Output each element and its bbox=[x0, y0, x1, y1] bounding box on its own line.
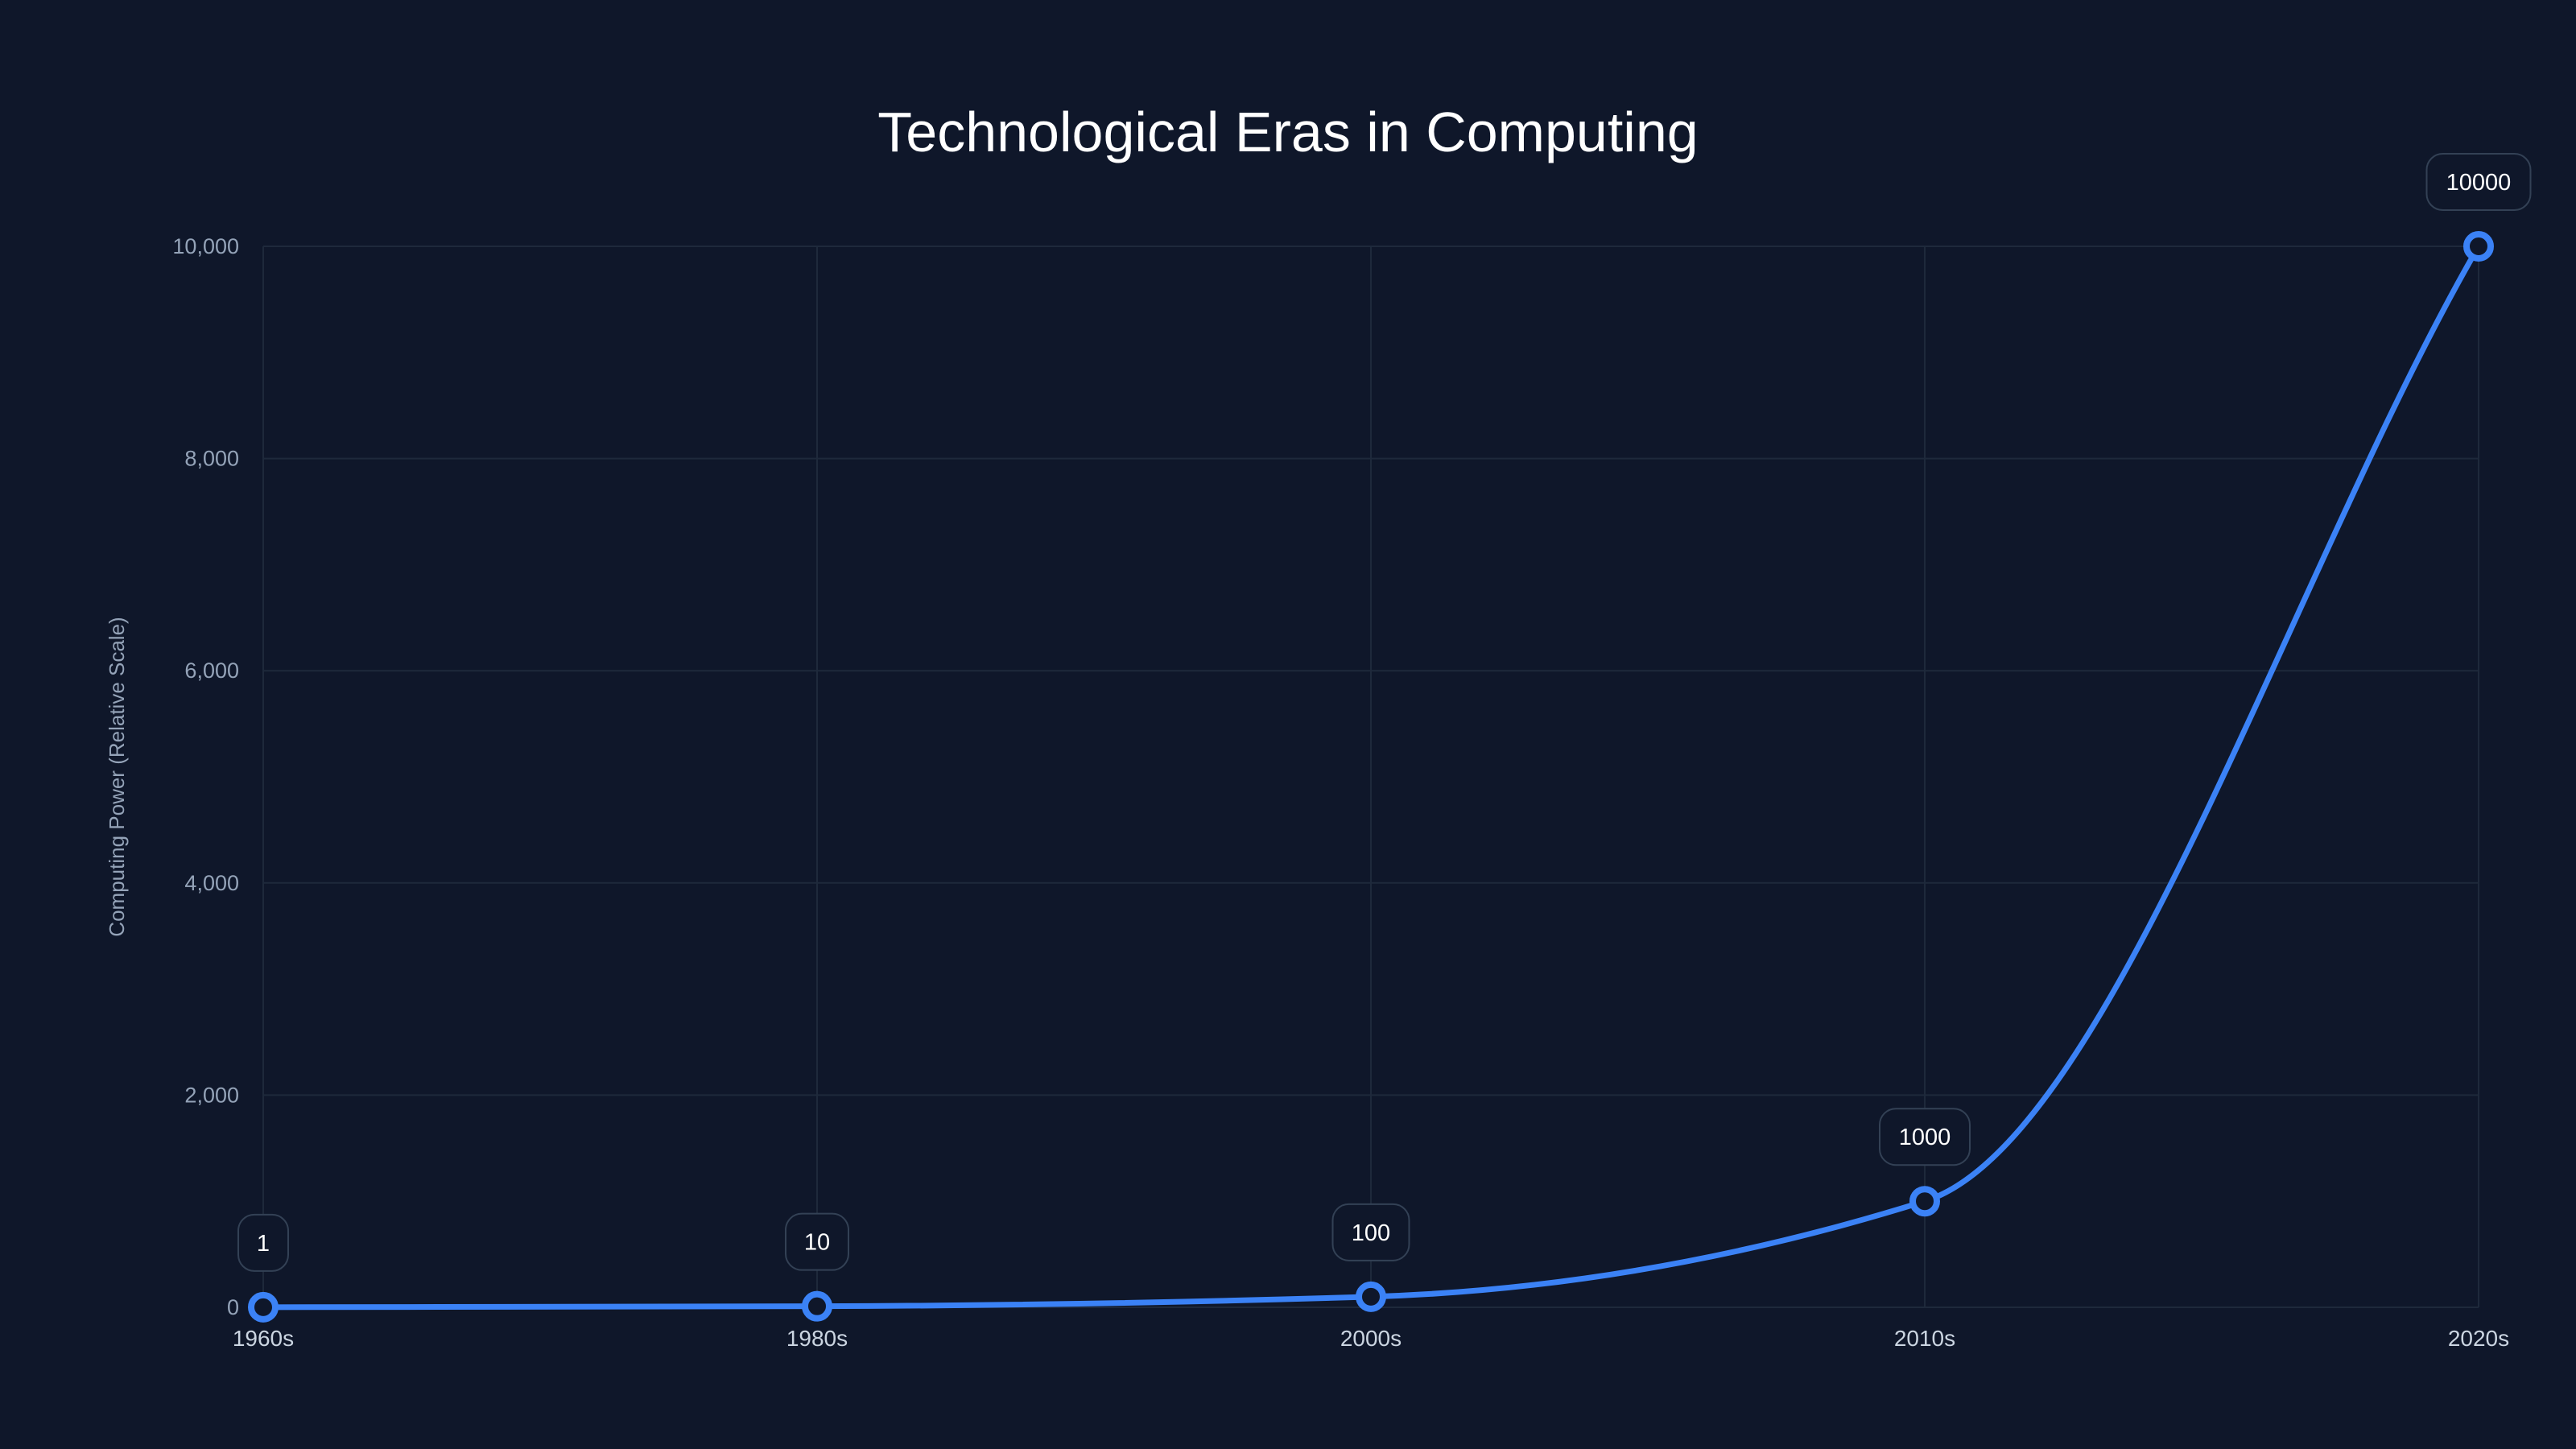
data-label-text: 100 bbox=[1352, 1220, 1390, 1246]
data-label-text: 1000 bbox=[1899, 1125, 1951, 1150]
data-label: 10000 bbox=[2425, 153, 2532, 211]
y-tick-label: 2,000 bbox=[184, 1083, 239, 1107]
x-tick-label: 1960s bbox=[233, 1326, 294, 1351]
data-point bbox=[2463, 231, 2494, 262]
data-points bbox=[248, 231, 2494, 1323]
y-tick-label: 8,000 bbox=[184, 447, 239, 471]
y-tick-label: 0 bbox=[227, 1295, 239, 1319]
x-tick-label: 2010s bbox=[1894, 1326, 1955, 1351]
data-label-box bbox=[1331, 1203, 1410, 1261]
data-label-text: 10000 bbox=[2446, 170, 2512, 196]
data-label-text: 10 bbox=[804, 1230, 830, 1256]
data-label-text: 1 bbox=[257, 1231, 270, 1257]
data-point bbox=[802, 1290, 832, 1322]
data-label: 10 bbox=[785, 1212, 849, 1271]
data-label-box bbox=[237, 1213, 289, 1272]
y-axis-label: Computing Power (Relative Scale) bbox=[105, 617, 129, 936]
data-point bbox=[1909, 1186, 1940, 1217]
data-label-box bbox=[2425, 153, 2532, 211]
data-point bbox=[248, 1291, 279, 1323]
x-tick-label: 1980s bbox=[786, 1326, 848, 1351]
data-point bbox=[1356, 1281, 1386, 1312]
data-label: 1000 bbox=[1879, 1108, 1971, 1166]
grid bbox=[262, 246, 2479, 1308]
x-ticks: 1960s 1980s 2000s 2010s 2020s bbox=[233, 1326, 2509, 1351]
data-label-box bbox=[1879, 1108, 1971, 1166]
x-tick-label: 2020s bbox=[2448, 1326, 2509, 1351]
y-ticks: 0 2,000 4,000 6,000 8,000 10,000 bbox=[172, 234, 239, 1319]
data-label: 1 bbox=[237, 1213, 289, 1272]
data-label: 100 bbox=[1331, 1203, 1410, 1261]
data-label-box bbox=[785, 1212, 849, 1271]
x-tick-label: 2000s bbox=[1340, 1326, 1402, 1351]
data-labels: 1 10 100 1000 10000 bbox=[237, 153, 2532, 1272]
y-tick-label: 6,000 bbox=[184, 658, 239, 683]
y-tick-label: 4,000 bbox=[184, 871, 239, 895]
y-tick-label: 10,000 bbox=[172, 234, 239, 258]
series-line bbox=[260, 243, 2482, 1311]
chart-title: Technological Eras in Computing bbox=[877, 101, 1698, 163]
